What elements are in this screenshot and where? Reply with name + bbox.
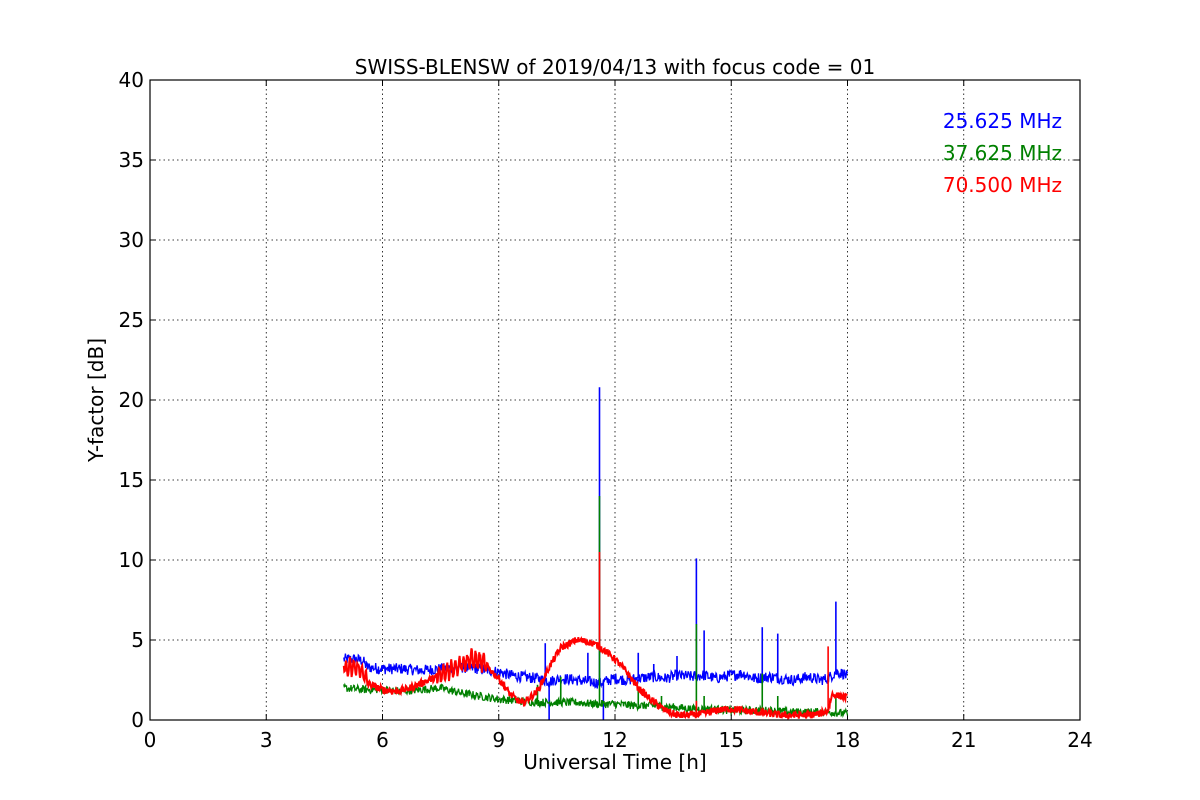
legend: 25.625 MHz 37.625 MHz 70.500 MHz <box>943 109 1062 197</box>
y-tick-label: 20 <box>119 388 144 412</box>
x-tick-label: 3 <box>260 728 273 752</box>
y-tick-label: 5 <box>131 628 144 652</box>
x-tick-label: 9 <box>492 728 505 752</box>
series-line <box>343 682 849 719</box>
series-line <box>342 635 848 720</box>
y-axis-label: Y-factor [dB] <box>84 338 108 463</box>
x-tick-label: 24 <box>1067 728 1092 752</box>
y-tick-label: 30 <box>119 228 144 252</box>
x-axis-label: Universal Time [h] <box>523 750 706 774</box>
y-tick-label: 15 <box>119 468 144 492</box>
y-tick-label: 35 <box>119 148 144 172</box>
legend-entry: 37.625 MHz <box>943 141 1062 165</box>
plot-frame <box>149 79 1081 721</box>
x-tick-label: 6 <box>376 728 389 752</box>
axis-ticks: 0 3 6 9 12 15 18 21 24 0 5 10 15 20 25 30 35 40 <box>119 68 1093 752</box>
x-tick-label: 0 <box>144 728 157 752</box>
y-tick-label: 40 <box>119 68 144 92</box>
x-tick-label: 18 <box>835 728 860 752</box>
y-tick-label: 0 <box>131 708 144 732</box>
x-tick-label: 21 <box>951 728 976 752</box>
legend-entry: 25.625 MHz <box>943 109 1062 133</box>
chart-title: SWISS-BLENSW of 2019/04/13 with focus co… <box>355 55 876 79</box>
series-line <box>343 653 849 689</box>
x-tick-label: 12 <box>602 728 627 752</box>
x-tick-label: 15 <box>719 728 744 752</box>
series-layer <box>342 387 849 720</box>
y-tick-label: 10 <box>119 548 144 572</box>
series-2 <box>342 552 848 720</box>
y-tick-label: 25 <box>119 308 144 332</box>
legend-entry: 70.500 MHz <box>943 173 1062 197</box>
grid <box>150 80 1080 720</box>
